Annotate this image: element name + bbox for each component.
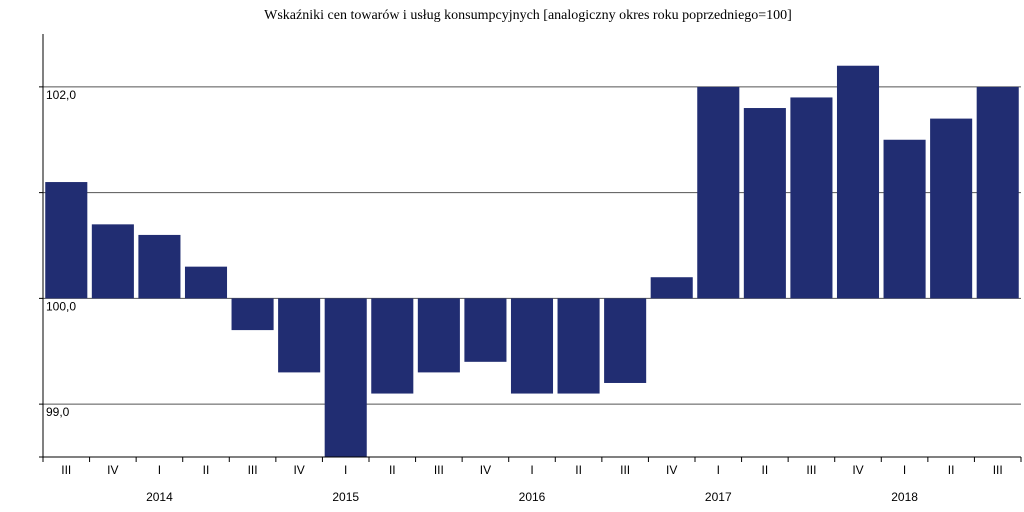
bar: [324, 298, 367, 457]
bar: [604, 298, 647, 383]
bar: [836, 65, 880, 299]
x-tick-label: IV: [852, 463, 863, 477]
bar: [417, 298, 460, 373]
bar: [557, 298, 600, 394]
bar: [371, 298, 414, 394]
x-tick-label: IV: [480, 463, 491, 477]
bar: [743, 108, 786, 299]
year-label: 2018: [891, 490, 918, 504]
x-tick-label: III: [61, 463, 71, 477]
bar: [883, 139, 926, 299]
x-tick-label: I: [717, 463, 720, 477]
x-tick-label: IV: [666, 463, 677, 477]
bar: [464, 298, 507, 362]
bar: [278, 298, 321, 373]
bar: [510, 298, 554, 394]
year-label: 2014: [146, 490, 173, 504]
bar: [930, 118, 973, 299]
chart-title: Wskaźniki cen towarów i usług konsumpcyj…: [264, 8, 792, 23]
y-tick-label: 102,0: [46, 88, 76, 102]
bar: [91, 224, 134, 299]
x-tick-label: IV: [293, 463, 304, 477]
bar: [976, 86, 1019, 299]
bar: [45, 182, 88, 299]
y-tick-label: 100,0: [46, 299, 76, 313]
year-label: 2017: [705, 490, 732, 504]
x-tick-label: III: [248, 463, 258, 477]
bar: [697, 86, 740, 299]
x-tick-label: I: [344, 463, 347, 477]
bar: [790, 97, 833, 299]
x-tick-label: I: [903, 463, 906, 477]
year-label: 2016: [519, 490, 546, 504]
x-tick-label: I: [530, 463, 533, 477]
x-tick-label: II: [762, 463, 769, 477]
x-tick-label: II: [948, 463, 955, 477]
year-label: 2015: [332, 490, 359, 504]
y-tick-label: 99,0: [46, 405, 70, 419]
bar: [231, 298, 274, 331]
x-tick-label: III: [993, 463, 1003, 477]
x-tick-label: IV: [107, 463, 118, 477]
bar: [138, 234, 181, 299]
x-tick-label: II: [575, 463, 582, 477]
x-tick-label: III: [434, 463, 444, 477]
x-tick-label: I: [158, 463, 161, 477]
x-tick-label: II: [389, 463, 396, 477]
x-tick-label: II: [203, 463, 210, 477]
bar: [650, 277, 693, 299]
x-tick-label: III: [806, 463, 816, 477]
bar: [184, 266, 228, 299]
x-tick-label: III: [620, 463, 630, 477]
